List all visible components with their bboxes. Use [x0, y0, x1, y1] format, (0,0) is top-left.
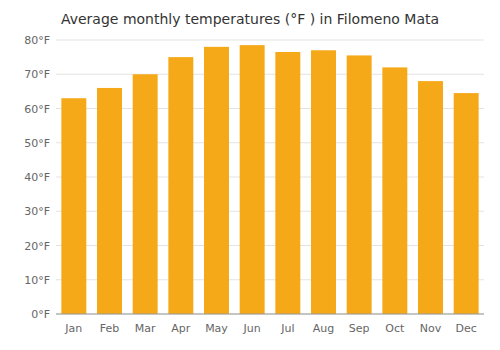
bar — [275, 52, 300, 314]
x-axis-line — [56, 314, 484, 315]
x-tick-label: May — [205, 322, 228, 335]
bar — [204, 47, 229, 314]
grid-line — [56, 40, 484, 41]
bar — [240, 45, 265, 314]
bar — [133, 74, 158, 314]
title: Average monthly temperatures (°F ) in Fi… — [61, 11, 439, 27]
x-tick-label: Nov — [420, 322, 442, 335]
y-tick-label: 50°F — [24, 137, 50, 150]
bar — [168, 57, 193, 314]
chart-svg: Average monthly temperatures (°F ) in Fi… — [0, 0, 500, 350]
x-tick-label: Oct — [385, 322, 405, 335]
x-tick-label: Apr — [171, 322, 191, 335]
x-tick-label: Aug — [313, 322, 334, 335]
bar — [347, 55, 372, 314]
bar — [97, 88, 122, 314]
y-tick-label: 80°F — [24, 34, 50, 47]
y-tick-label: 60°F — [24, 103, 50, 116]
bar — [382, 67, 407, 314]
bar — [311, 50, 336, 314]
y-tick-label: 40°F — [24, 171, 50, 184]
x-tick-label: Jun — [243, 322, 261, 335]
x-tick-label: Jan — [64, 322, 82, 335]
y-tick-label: 0°F — [31, 308, 50, 321]
y-tick-label: 10°F — [24, 274, 50, 287]
grid-line — [56, 314, 484, 315]
y-tick-label: 30°F — [24, 205, 50, 218]
y-tick-label: 70°F — [24, 68, 50, 81]
x-tick-label: Sep — [349, 322, 370, 335]
x-tick-label: Jul — [280, 322, 294, 335]
bar — [418, 81, 443, 314]
chart-container: Average monthly temperatures (°F ) in Fi… — [0, 0, 500, 350]
x-tick-label: Dec — [456, 322, 477, 335]
x-tick-label: Mar — [135, 322, 156, 335]
grid-line — [56, 74, 484, 75]
bar — [61, 98, 86, 314]
grid — [56, 40, 484, 314]
x-tick-label: Feb — [100, 322, 119, 335]
y-tick-label: 20°F — [24, 240, 50, 253]
bars — [61, 45, 478, 314]
bar — [454, 93, 479, 314]
